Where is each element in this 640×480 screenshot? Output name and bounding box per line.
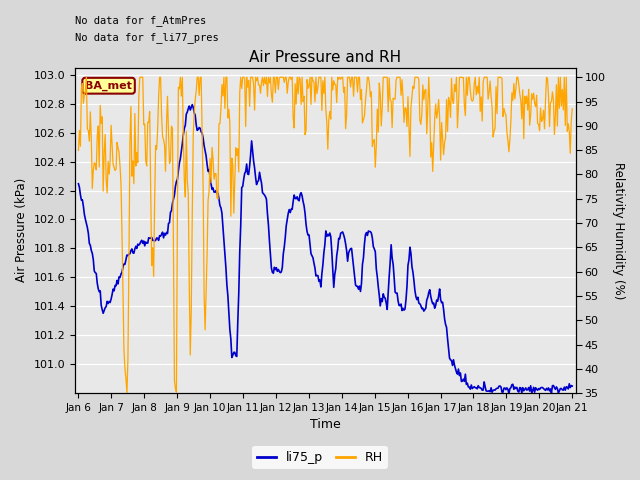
Title: Air Pressure and RH: Air Pressure and RH bbox=[249, 50, 401, 65]
Legend: li75_p, RH: li75_p, RH bbox=[252, 446, 388, 469]
Text: No data for f_AtmPres: No data for f_AtmPres bbox=[75, 15, 207, 26]
Text: BA_met: BA_met bbox=[85, 81, 132, 91]
Y-axis label: Relativity Humidity (%): Relativity Humidity (%) bbox=[612, 162, 625, 299]
Text: No data for f_li77_pres: No data for f_li77_pres bbox=[75, 32, 219, 43]
Y-axis label: Air Pressure (kPa): Air Pressure (kPa) bbox=[15, 178, 28, 282]
X-axis label: Time: Time bbox=[310, 419, 340, 432]
